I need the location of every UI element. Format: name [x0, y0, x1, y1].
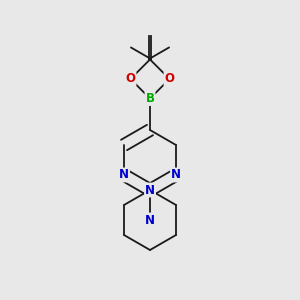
Text: B: B [146, 92, 154, 105]
Text: N: N [145, 184, 155, 196]
Text: N: N [171, 169, 181, 182]
Text: N: N [119, 169, 129, 182]
Text: N: N [145, 214, 155, 226]
Text: O: O [164, 73, 175, 85]
Text: O: O [125, 73, 136, 85]
